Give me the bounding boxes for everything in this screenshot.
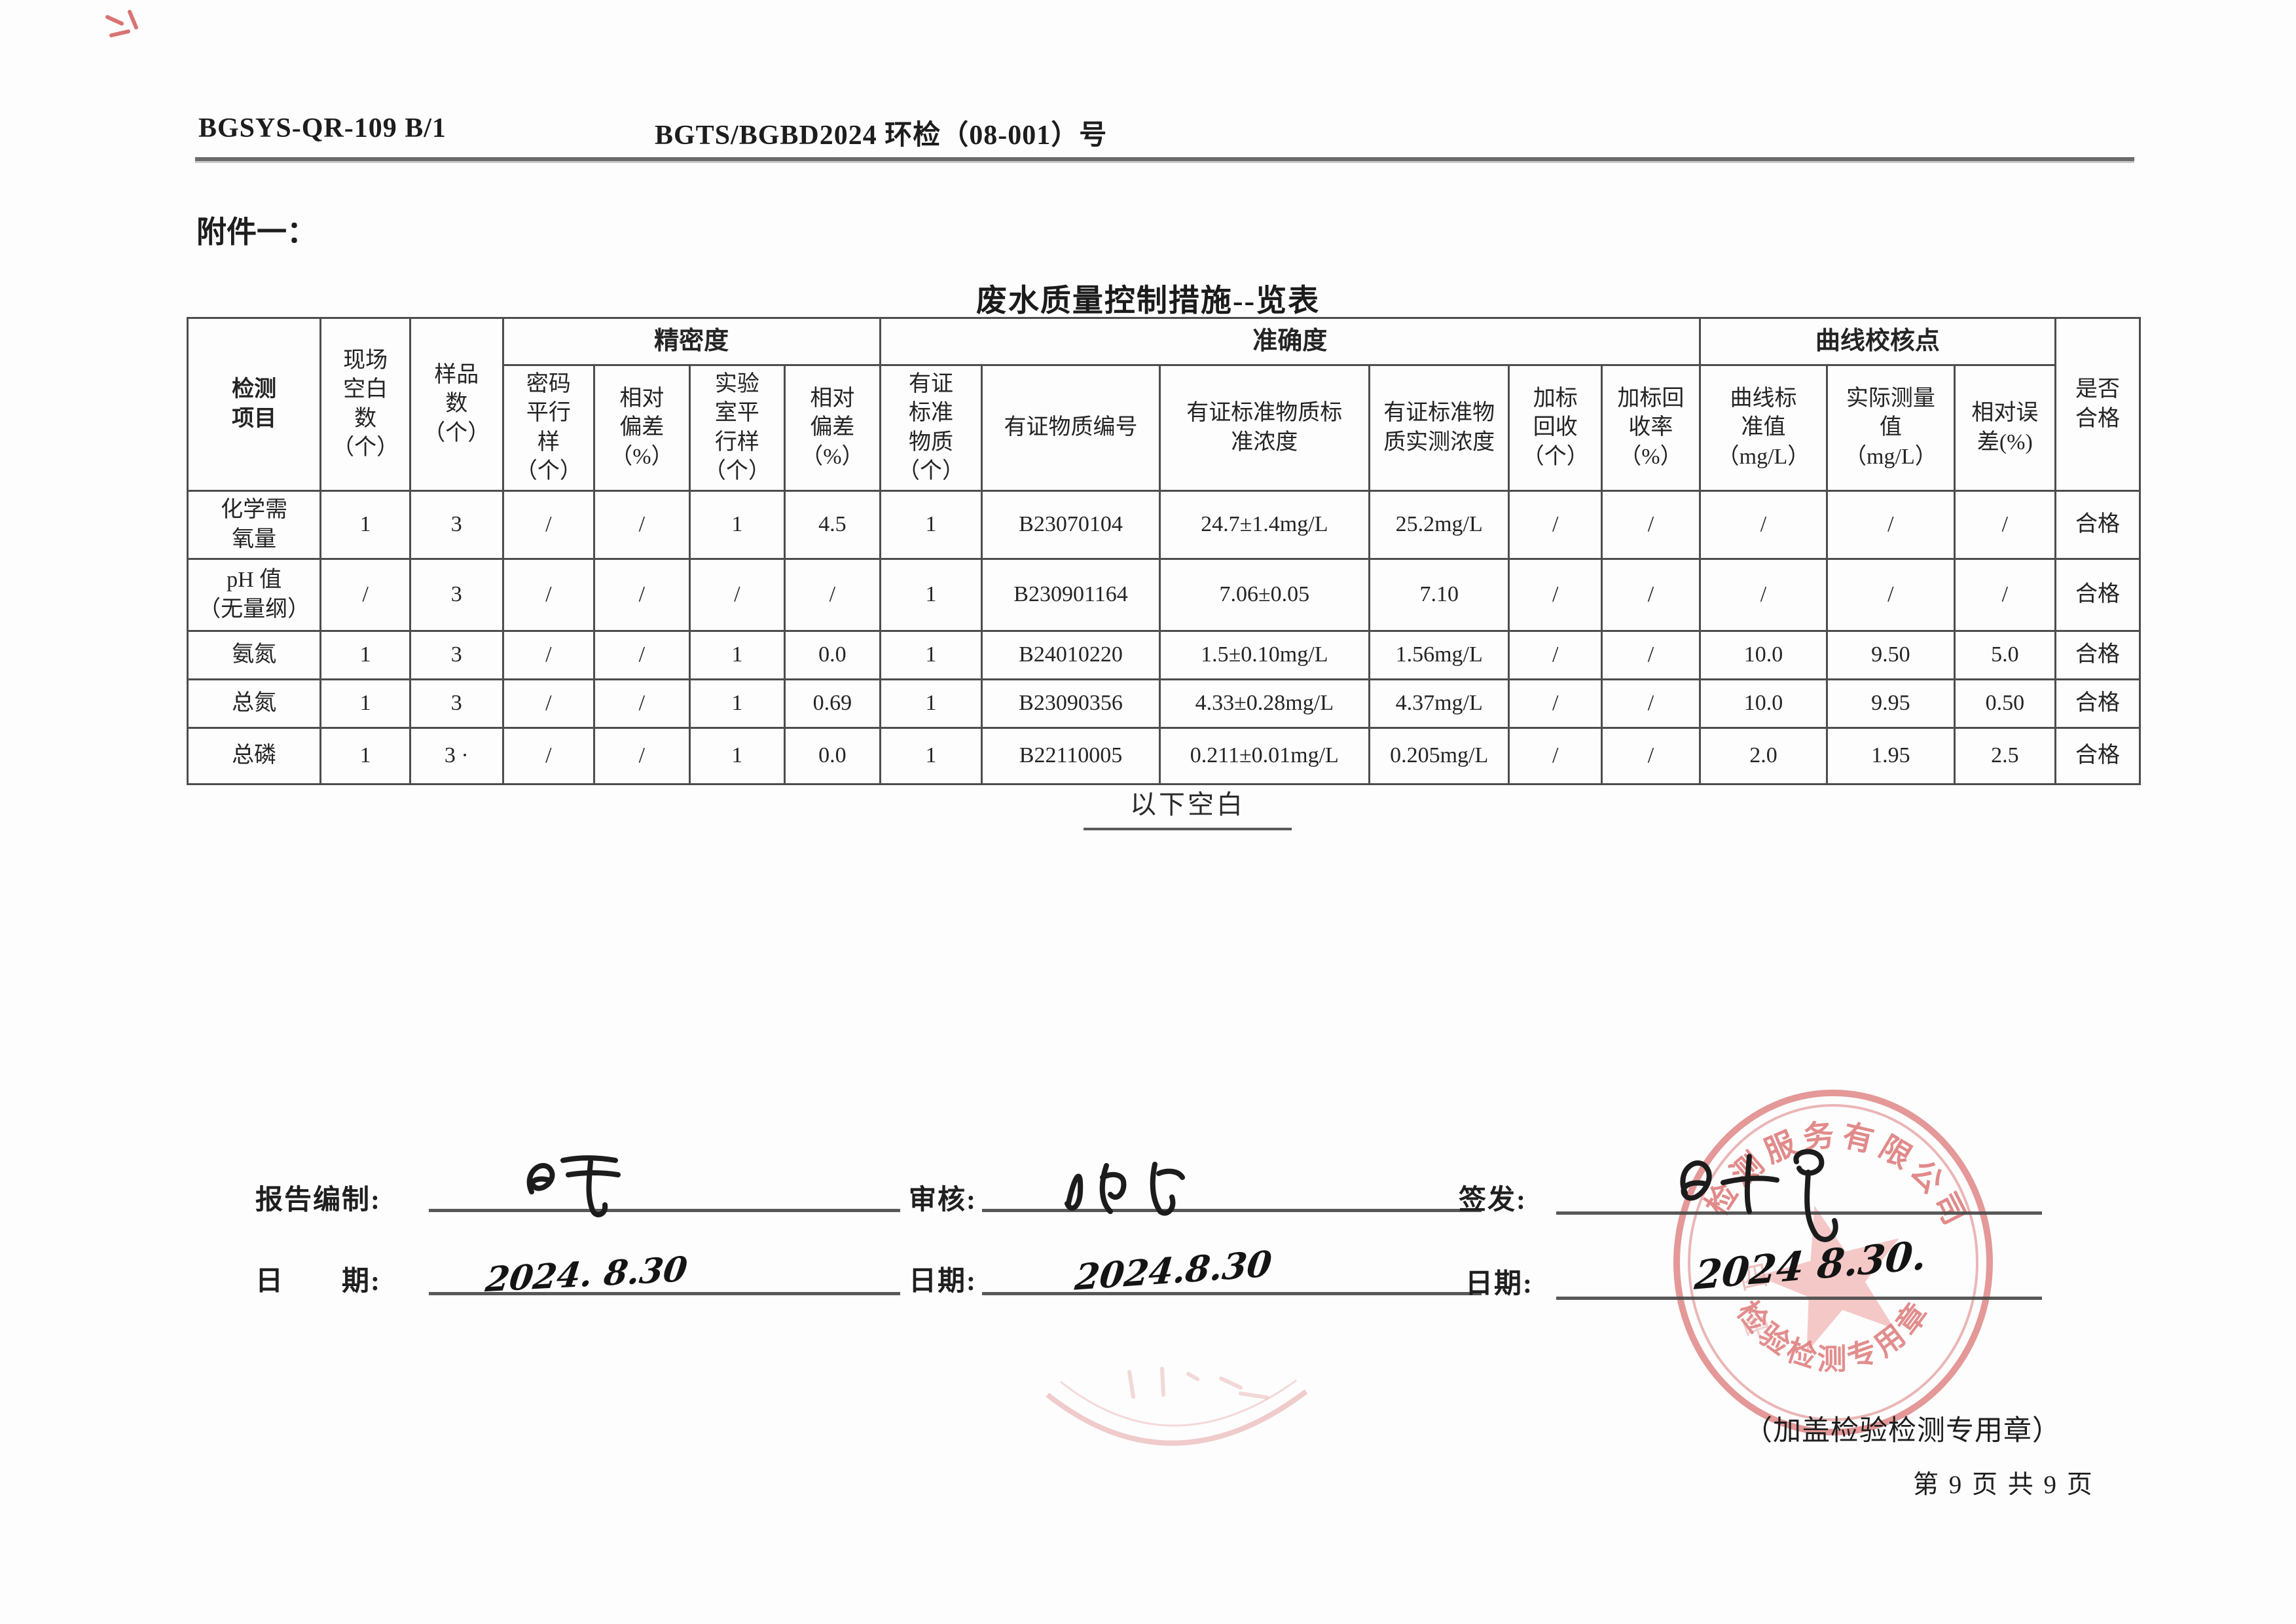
header-crm-standard-conc: 有证标准物质标 准浓度 bbox=[1158, 364, 1370, 492]
header-field-blank: 现场 空白 数 （个） bbox=[319, 317, 411, 492]
header-pass: 是否 合格 bbox=[2054, 317, 2141, 492]
faint-partial-stamp bbox=[1046, 1367, 1308, 1446]
header-crm-measured-conc: 有证标准物 质实测浓度 bbox=[1368, 364, 1510, 492]
table-row: 氨氮 1 3 / / 1 0.0 1 B24010220 1.5±0.10mg/… bbox=[186, 630, 2141, 680]
star-icon bbox=[1757, 1206, 1899, 1353]
prepared-date-line bbox=[429, 1292, 900, 1295]
prepared-date-label: 日 期: bbox=[255, 1266, 381, 1297]
inspection-stamp-icon: 检测服务有限公司 检验检测专用章 四 中 bbox=[1673, 1090, 1993, 1435]
header-crm-count: 有证 标准 物质 （个） bbox=[879, 364, 983, 492]
issue-date-label: 日期: bbox=[1465, 1269, 1533, 1299]
header-coded-duplicate: 密码 平行 样 （个） bbox=[501, 364, 596, 492]
reviewed-by-label: 审核: bbox=[909, 1185, 977, 1215]
cell-item: 化学需 氧量 bbox=[186, 490, 322, 560]
header-curve-standard-value: 曲线标 准值 （mg/L） bbox=[1698, 364, 1829, 492]
prepared-signature bbox=[526, 1155, 621, 1217]
table-title: 废水质量控制措施--览表 bbox=[975, 284, 1321, 318]
review-date-label: 日期: bbox=[909, 1266, 977, 1297]
header-curve-measured-value: 实际测量 值 （mg/L） bbox=[1826, 364, 1956, 492]
stamp-note: （加盖检验检测专用章） bbox=[1744, 1416, 2061, 1447]
issue-signature-line bbox=[1556, 1211, 2042, 1215]
header-curve-relative-error: 相对误 差(%) bbox=[1953, 364, 2057, 492]
table-row: 总磷 1 3 · / / 1 0.0 1 B22110005 0.211±0.0… bbox=[186, 727, 2141, 785]
prepared-by-label: 报告编制: bbox=[255, 1185, 381, 1215]
header-relative-deviation-2: 相对 偏差 （%） bbox=[784, 364, 881, 492]
attachment-label: 附件一： bbox=[196, 215, 317, 249]
doc-code: BGSYS-QR-109 B/1 bbox=[198, 113, 446, 143]
header-crm-number: 有证物质编号 bbox=[981, 364, 1161, 492]
header-lab-duplicate: 实验 室平 行样 （个） bbox=[688, 364, 786, 492]
header-group-accuracy: 准确度 bbox=[879, 317, 1701, 366]
reviewer-signature bbox=[1065, 1162, 1185, 1216]
cell-item: 氨氮 bbox=[186, 630, 322, 680]
table-row: 化学需 氧量 1 3 / / 1 4.5 1 B23070104 24.7±1.… bbox=[186, 490, 2141, 560]
page-number: 第 9 页 共 9 页 bbox=[1913, 1471, 2094, 1499]
header-spike-count: 加标 回收 （个） bbox=[1508, 364, 1603, 492]
corner-ink-marks bbox=[105, 10, 138, 37]
doc-number: BGTS/BGBD2024 环检（08-001）号 bbox=[655, 120, 1108, 151]
header-relative-deviation-1: 相对 偏差 （%） bbox=[593, 364, 691, 492]
issuer-signature bbox=[1680, 1149, 1838, 1242]
review-signature-line bbox=[982, 1209, 1482, 1212]
header-rule bbox=[195, 157, 2134, 161]
header-group-precision: 精密度 bbox=[501, 317, 881, 366]
header-group-curve-check: 曲线校核点 bbox=[1698, 317, 2057, 366]
cell-item: 总磷 bbox=[186, 727, 322, 785]
review-date-line bbox=[982, 1292, 1482, 1295]
issue-date-line bbox=[1556, 1297, 2042, 1300]
header-spike-recovery: 加标回 收率 （%） bbox=[1601, 364, 1701, 492]
qc-table: 检测 项目 现场 空白 数 （个） 样品 数 （个） 精密度 准确度 曲线校核点… bbox=[186, 317, 2141, 785]
header-sample-count: 样品 数 （个） bbox=[409, 317, 504, 492]
review-date-value: 2024.8.30 bbox=[1072, 1242, 1274, 1299]
cell-item: pH 值 （无量纲） bbox=[186, 558, 322, 632]
issued-by-label: 签发: bbox=[1459, 1185, 1527, 1215]
stamp-partial-char: 四 bbox=[1736, 1259, 1771, 1297]
prepared-signature-line bbox=[429, 1209, 900, 1212]
table-row: pH 值 （无量纲） / 3 / / / / 1 B230901164 7.06… bbox=[186, 558, 2141, 632]
cell-item: 总氮 bbox=[186, 678, 322, 729]
header-test-item: 检测 项目 bbox=[186, 317, 322, 492]
table-row: 总氮 1 3 / / 1 0.69 1 B23090356 4.33±0.28m… bbox=[186, 678, 2141, 729]
below-blank-note: 以下空白 bbox=[1084, 783, 1292, 830]
